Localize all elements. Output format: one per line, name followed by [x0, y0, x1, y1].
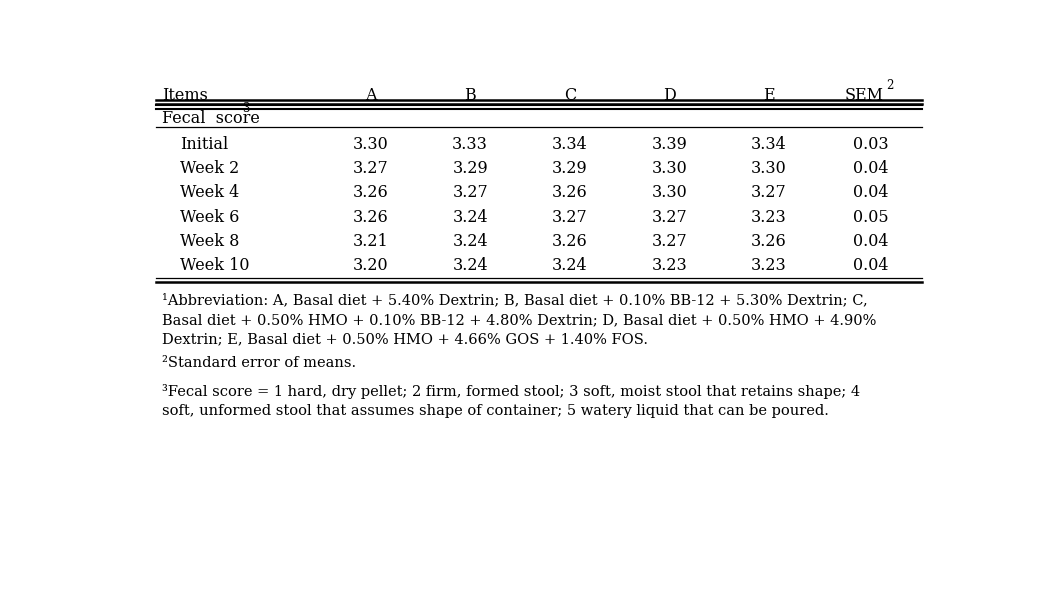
Text: Week 2: Week 2: [181, 160, 240, 177]
Text: A: A: [365, 87, 377, 104]
Text: 0.04: 0.04: [853, 257, 888, 274]
Text: 3.20: 3.20: [352, 257, 388, 274]
Text: 3.21: 3.21: [352, 233, 388, 250]
Text: ²Standard error of means.: ²Standard error of means.: [162, 356, 357, 370]
Text: 3.29: 3.29: [552, 160, 588, 177]
Text: ³Fecal score = 1 hard, dry pellet; 2 firm, formed stool; 3 soft, moist stool tha: ³Fecal score = 1 hard, dry pellet; 2 fir…: [162, 384, 861, 399]
Text: 3.39: 3.39: [651, 136, 687, 153]
Text: D: D: [663, 87, 675, 104]
Text: 3.30: 3.30: [651, 160, 687, 177]
Text: Basal diet + 0.50% HMO + 0.10% BB-12 + 4.80% Dextrin; D, Basal diet + 0.50% HMO : Basal diet + 0.50% HMO + 0.10% BB-12 + 4…: [162, 313, 877, 327]
Text: Week 8: Week 8: [181, 233, 240, 250]
Text: 3.27: 3.27: [751, 184, 787, 202]
Text: 3.29: 3.29: [452, 160, 488, 177]
Text: B: B: [464, 87, 477, 104]
Text: 3.27: 3.27: [452, 184, 488, 202]
Text: ¹Abbreviation: A, Basal diet + 5.40% Dextrin; B, Basal diet + 0.10% BB-12 + 5.30: ¹Abbreviation: A, Basal diet + 5.40% Dex…: [162, 294, 868, 307]
Text: 3.33: 3.33: [452, 136, 488, 153]
Text: E: E: [764, 87, 775, 104]
Text: SEM: SEM: [845, 87, 884, 104]
Text: 0.04: 0.04: [853, 184, 888, 202]
Text: 3.27: 3.27: [552, 208, 588, 226]
Text: 3.24: 3.24: [552, 257, 588, 274]
Text: 3.34: 3.34: [552, 136, 588, 153]
Text: 3.26: 3.26: [552, 233, 588, 250]
Text: 3: 3: [242, 102, 250, 115]
Text: Dextrin; E, Basal diet + 0.50% HMO + 4.66% GOS + 1.40% FOS.: Dextrin; E, Basal diet + 0.50% HMO + 4.6…: [162, 332, 648, 347]
Text: soft, unformed stool that assumes shape of container; 5 watery liquid that can b: soft, unformed stool that assumes shape …: [162, 403, 829, 417]
Text: 0.04: 0.04: [853, 233, 888, 250]
Text: 3.34: 3.34: [751, 136, 787, 153]
Text: 3.30: 3.30: [651, 184, 687, 202]
Text: Week 10: Week 10: [181, 257, 250, 274]
Text: 0.05: 0.05: [853, 208, 889, 226]
Text: 3.26: 3.26: [751, 233, 787, 250]
Text: 2: 2: [887, 79, 894, 92]
Text: 3.26: 3.26: [552, 184, 588, 202]
Text: 3.24: 3.24: [452, 233, 488, 250]
Text: 0.04: 0.04: [853, 160, 888, 177]
Text: Week 6: Week 6: [181, 208, 240, 226]
Text: 3.23: 3.23: [751, 208, 787, 226]
Text: 3.30: 3.30: [751, 160, 787, 177]
Text: 3.27: 3.27: [651, 233, 687, 250]
Text: Initial: Initial: [181, 136, 228, 153]
Text: 3.30: 3.30: [352, 136, 388, 153]
Text: 3.26: 3.26: [352, 184, 388, 202]
Text: Fecal  score: Fecal score: [162, 111, 260, 127]
Text: 3.27: 3.27: [651, 208, 687, 226]
Text: Items: Items: [162, 87, 208, 104]
Text: 0.03: 0.03: [853, 136, 889, 153]
Text: C: C: [564, 87, 575, 104]
Text: 3.26: 3.26: [352, 208, 388, 226]
Text: 3.23: 3.23: [651, 257, 687, 274]
Text: Week 4: Week 4: [181, 184, 240, 202]
Text: 3.27: 3.27: [352, 160, 388, 177]
Text: 3.23: 3.23: [751, 257, 787, 274]
Text: 3.24: 3.24: [452, 257, 488, 274]
Text: 3.24: 3.24: [452, 208, 488, 226]
